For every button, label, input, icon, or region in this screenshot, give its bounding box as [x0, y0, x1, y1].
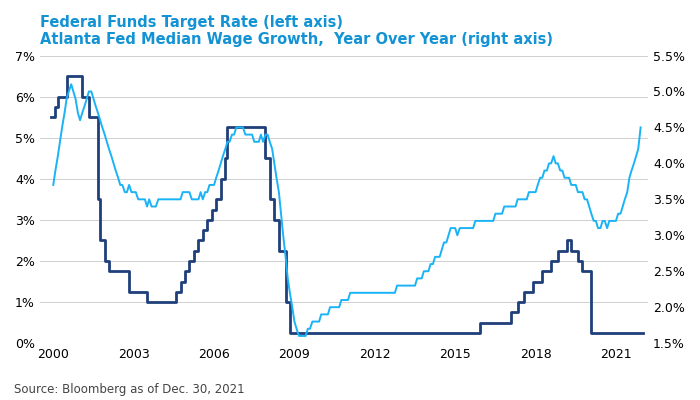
Text: Federal Funds Target Rate (left axis)
Atlanta Fed Median Wage Growth,  Year Over: Federal Funds Target Rate (left axis) At… [40, 15, 553, 47]
Text: Source: Bloomberg as of Dec. 30, 2021: Source: Bloomberg as of Dec. 30, 2021 [14, 383, 244, 396]
